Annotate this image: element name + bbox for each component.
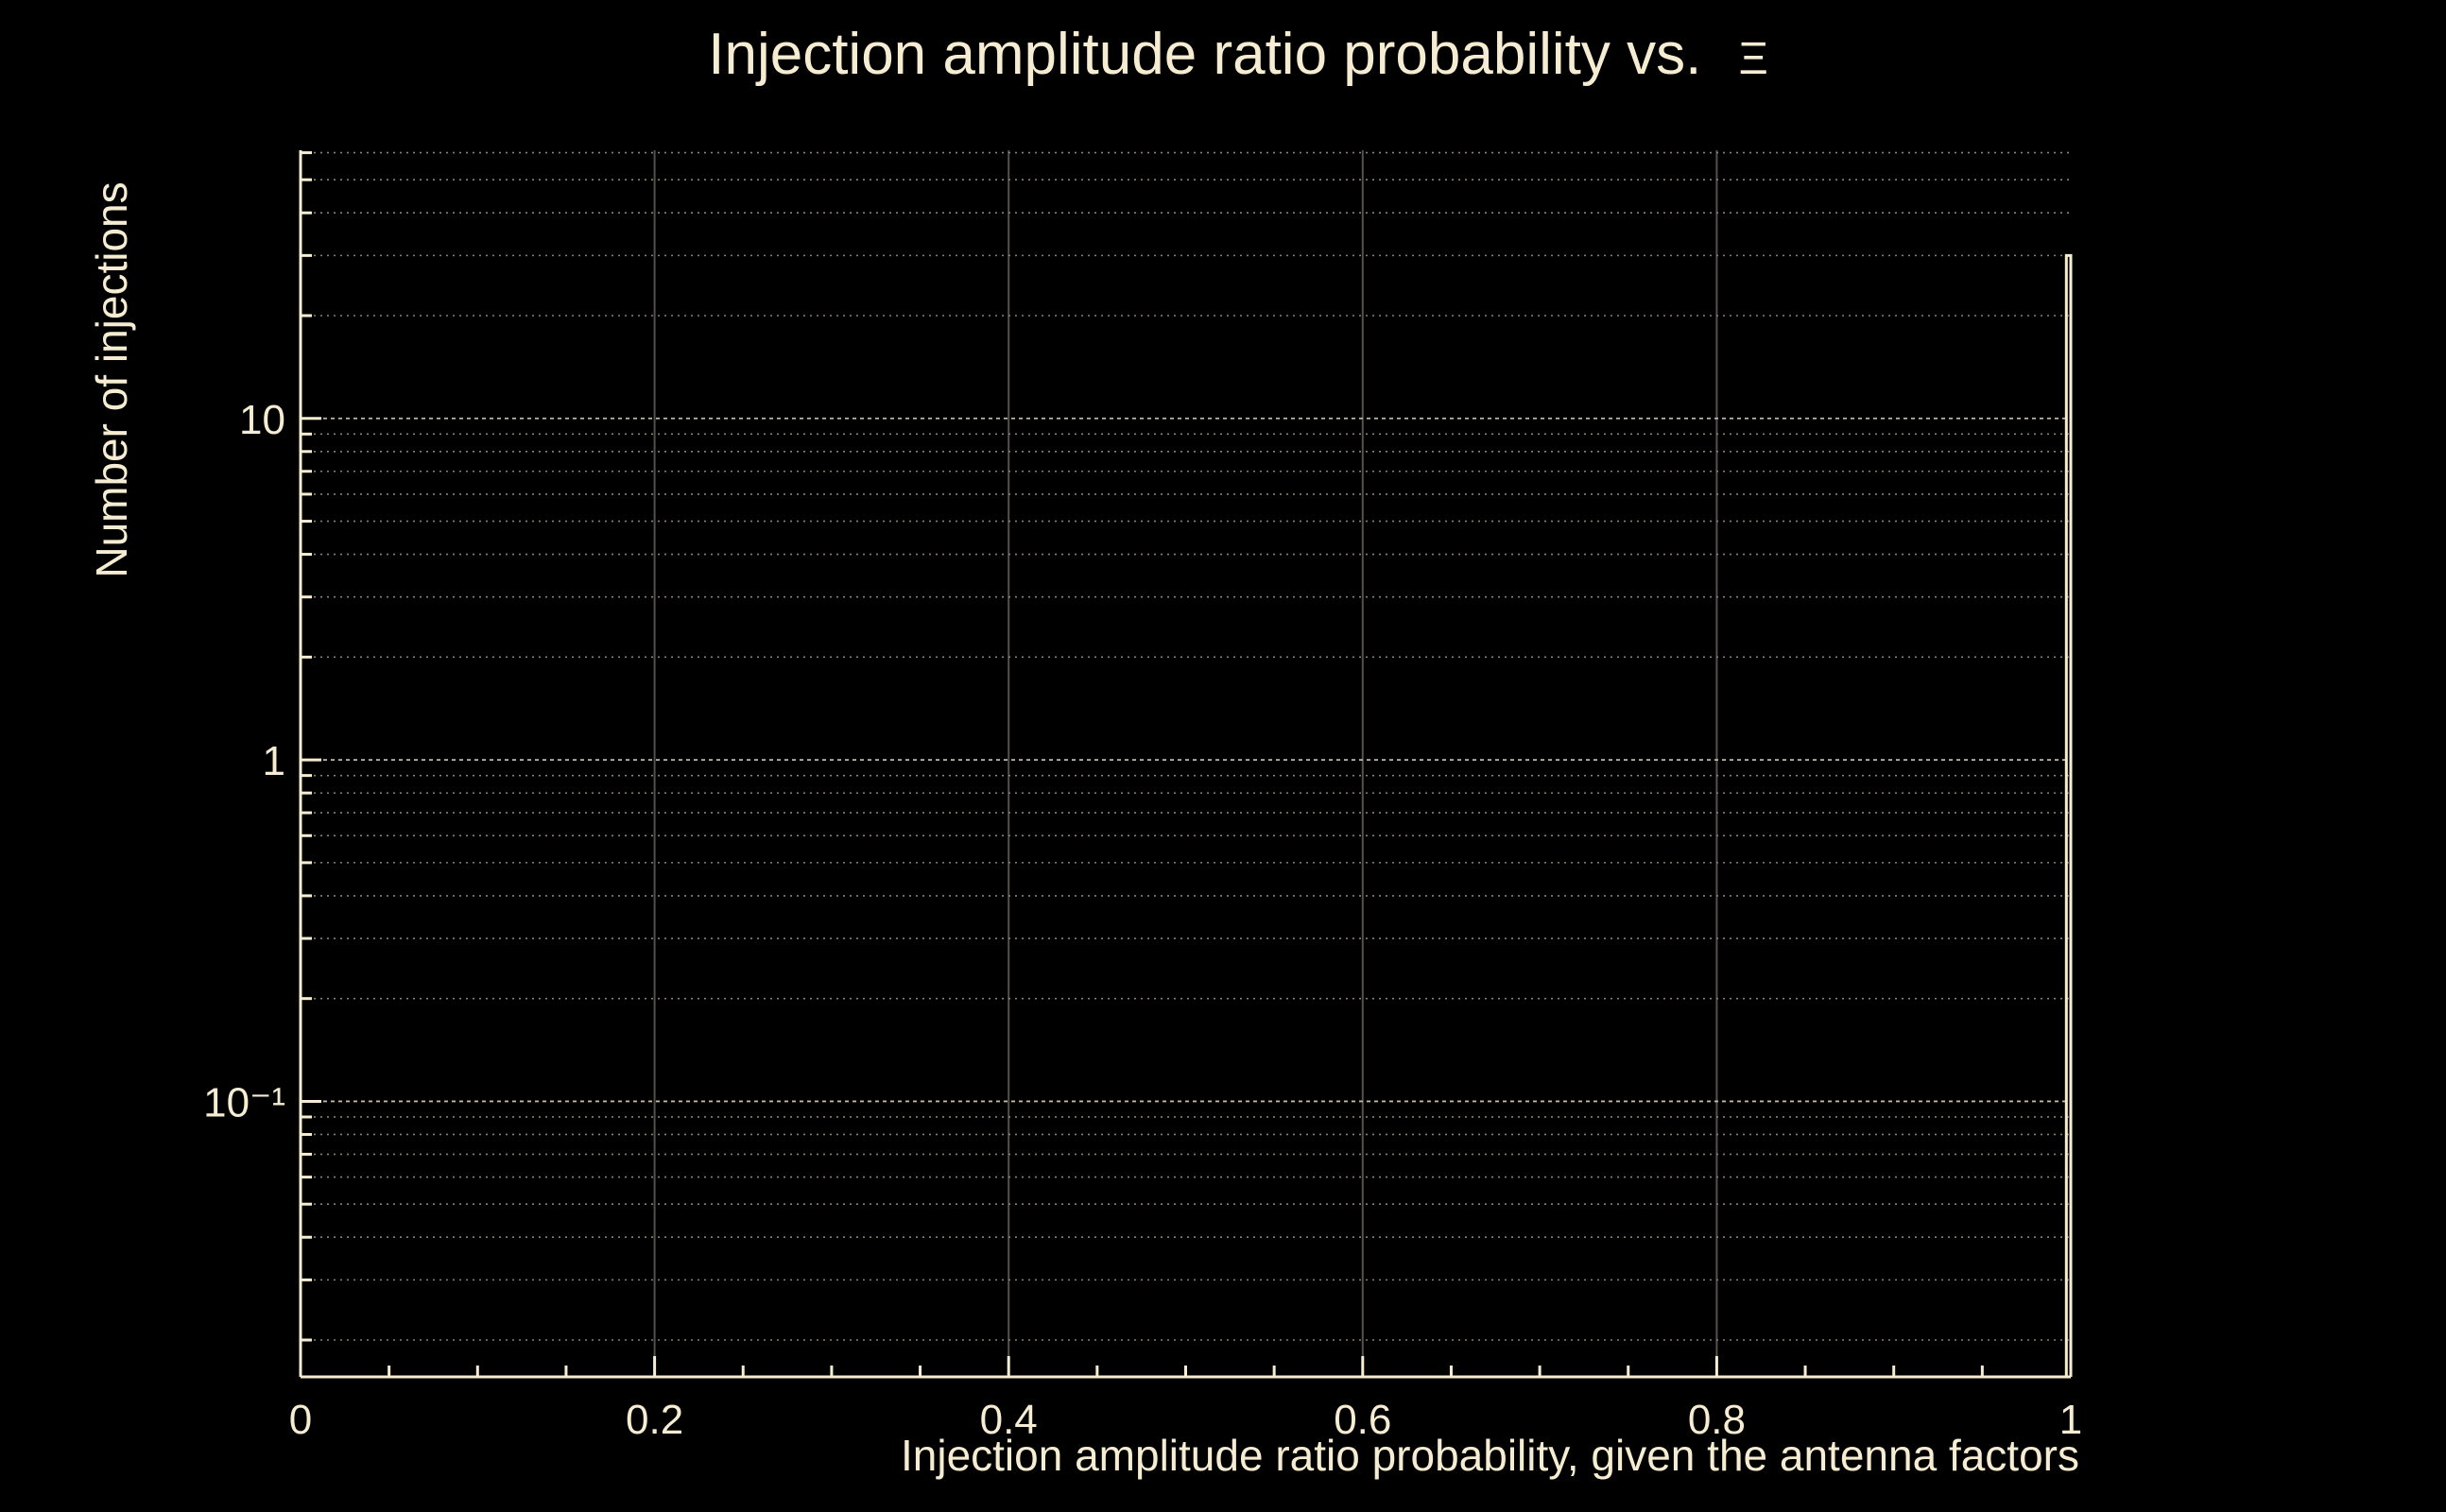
y-tick-label: 10⁻¹ (203, 1079, 285, 1125)
x-tick-label: 0.6 (1334, 1397, 1391, 1443)
chart-title-symbol: Ξ (1739, 34, 1768, 84)
chart-title-text: Injection amplitude ratio probability vs… (708, 22, 1701, 87)
x-tick-label: 0.8 (1688, 1397, 1746, 1443)
x-tick-label: 0.4 (980, 1397, 1038, 1443)
histogram-line (2064, 253, 2073, 1377)
x-tick-labels: 0 0.2 0.4 0.6 0.8 1 (289, 1397, 2082, 1443)
x-axis-title: Injection amplitude ratio probability, g… (901, 1431, 2079, 1480)
y-tick-label: 1 (263, 738, 285, 784)
axis-ticks (299, 151, 2073, 1377)
x-tick-label: 0.2 (626, 1397, 683, 1443)
chart-title: Injection amplitude ratio probability vs… (708, 22, 1768, 87)
y-axis-title: Number of injections (87, 181, 136, 577)
x-tick-label: 0 (289, 1397, 312, 1443)
gridlines (301, 150, 2071, 1377)
plot-frame (299, 150, 2071, 1379)
x-tick-label: 1 (2059, 1397, 2082, 1443)
y-tick-labels: 10 1 10⁻¹ (203, 397, 285, 1126)
y-tick-label: 10 (239, 397, 285, 443)
